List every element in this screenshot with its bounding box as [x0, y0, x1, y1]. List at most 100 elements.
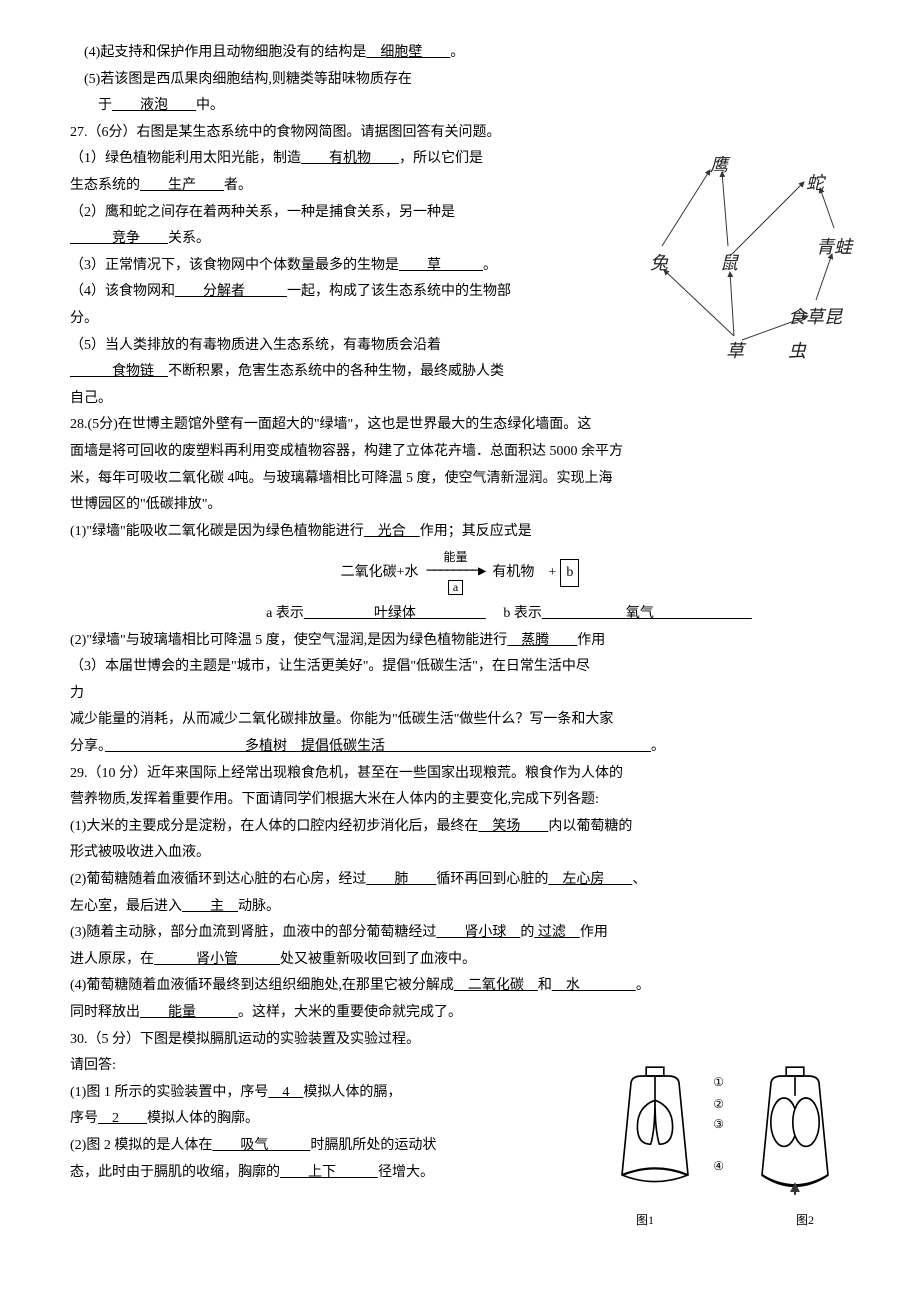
q29-3-a1: 肾小球 [436, 925, 520, 940]
eq-arrow-line: ────────▶ [427, 564, 485, 579]
q29-4-mid: 和 [538, 978, 552, 993]
q26-4-ans: 细胞壁 [366, 45, 450, 60]
q29-2b-ans: 主 [182, 899, 238, 914]
q27-4-ans: 分解者 [175, 284, 287, 299]
q27-2a: （2）鹰和蛇之间存在着两种关系，一种是捕食关系，另一种是 [70, 200, 850, 227]
q28-3d-ans: 多植树 提倡低碳生活 [105, 739, 651, 754]
q27-3-pre: （3）正常情况下，该食物网中个体数量最多的生物是 [70, 258, 399, 273]
q29-4-a1: 二氧化碳 [454, 978, 538, 993]
eq-b: b [560, 559, 579, 588]
q30-2b-post: 径增大。 [378, 1165, 434, 1180]
q29-2-pre: (2)葡萄糖随着血液循环到达心脏的右心房，经过 [70, 872, 366, 887]
q26-4: (4)起支持和保护作用且动物细胞没有的结构是 细胞壁 。 [70, 40, 850, 67]
q28-ab: a 表示 叶绿体 b 表示 氧气 [70, 601, 850, 628]
q27-5c: 自己。 [70, 386, 850, 413]
q29-3b-pre: 进人原尿，在 [70, 952, 154, 967]
q30-2b-pre: 态，此时由于膈肌的收缩，胸廓的 [70, 1165, 280, 1180]
q27-1-ans1: 有机物 [301, 151, 399, 166]
diaphragm-diagram: ① ② ③ ④ [600, 1065, 850, 1232]
q28-3b: 力 [70, 681, 850, 708]
q27-1b-post: 者。 [224, 178, 252, 193]
q27-1b-ans: 生产 [140, 178, 224, 193]
q29-2-a2: 左心房 [548, 872, 632, 887]
q29-3b-ans: 肾小管 [154, 952, 280, 967]
q28-3d-post: 。 [651, 739, 665, 754]
q26-5-l2-pre: 于 [98, 98, 112, 113]
q29-4b: 同时释放出 能量 。这样，大米的重要使命就完成了。 [70, 1000, 850, 1027]
q26-5-l1: (5)若该图是西瓜果肉细胞结构,则糖类等甜味物质存在 [70, 67, 850, 94]
q27-5-post: 不断积累，危害生态系统中的各种生物，最终威胁人类 [168, 364, 504, 379]
q28-3d: 分享。 多植树 提倡低碳生活 。 [70, 734, 850, 761]
q29-4-a2: 水 [552, 978, 636, 993]
q29-1a: (1)大米的主要成分是淀粉，在人体的口腔内经初步消化后，最终在 笑场 内以葡萄糖… [70, 814, 850, 841]
q30-2-a1: 吸气 [212, 1138, 310, 1153]
q28-2-post: 作用 [577, 633, 605, 648]
q28-ab-aa: 叶绿体 [304, 606, 486, 621]
q27-3-ans: 草 [399, 258, 483, 273]
q27-4b: 分。 [70, 306, 850, 333]
q27-stem: 27.（6分）右图是某生态系统中的食物网简图。请据图回答有关问题。 [70, 120, 850, 147]
q27-1-pre: （1）绿色植物能利用太阳光能，制造 [70, 151, 301, 166]
q29-3-m1: 的 [520, 925, 534, 940]
q29-3b-post: 处又被重新吸收回到了血液中。 [280, 952, 476, 967]
q28-s2: 面墙是将可回收的废塑料再利用变成植物容器，构建了立体花卉墙．总面积达 5000 … [70, 439, 850, 466]
q27-3: （3）正常情况下，该食物网中个体数量最多的生物是 草 。 [70, 253, 850, 280]
q28-ab-pa: a 表示 [266, 606, 304, 621]
q29-2b-pre: 左心室，最后进入 [70, 899, 182, 914]
q29-2-a1: 肺 [366, 872, 436, 887]
q28-ab-ab: 氧气 [542, 606, 752, 621]
q28-2: (2)"绿墙"与玻璃墙相比可降温 5 度，使空气湿润,是因为绿色植物能进行 蒸腾… [70, 628, 850, 655]
q26-5-post: 中。 [196, 98, 224, 113]
q27-4-pre: （4）该食物网和 [70, 284, 175, 299]
q29-s2: 营养物质,发挥着重要作用。下面请同学们根据大米在人体内的主要变化,完成下列各题: [70, 787, 850, 814]
q27-2-ans: 竞争 [70, 231, 168, 246]
q29-4-post: 。 [636, 978, 650, 993]
q28-1-ans: 光合 [364, 524, 420, 539]
diaphragm-labels: 图1 图2 [600, 1209, 850, 1232]
q30-1b-ans: 2 [98, 1111, 147, 1126]
q27-5a: （5）当人类排放的有毒物质进入生态系统，有毒物质会沿着 [70, 333, 850, 360]
q27-4-post: 一起，构成了该生态系统中的生物部 [287, 284, 511, 299]
q30-1-a1: 4 [268, 1085, 303, 1100]
q29-4-pre: (4)葡萄糖随着血液循环最终到达组织细胞处,在那里它被分解成 [70, 978, 454, 993]
q28-1-pre: (1)"绿墙"能吸收二氧化碳是因为绿色植物能进行 [70, 524, 364, 539]
q30-2-pre: (2)图 2 模拟的是人体在 [70, 1138, 212, 1153]
q29-s1: 29.（10 分）近年来国际上经常出现粮食危机，甚至在一些国家出现粮荒。粮食作为… [70, 761, 850, 788]
q29-3b: 进人原尿，在 肾小管 处又被重新吸收回到了血液中。 [70, 947, 850, 974]
q27-1b-pre: 生态系统的 [70, 178, 140, 193]
eq-arrow: 能量 ────────▶ a [427, 551, 485, 595]
marker-3: ③ [713, 1113, 724, 1136]
q27-1-mid: ，所以它们是 [399, 151, 483, 166]
q29-1-pre: (1)大米的主要成分是淀粉，在人体的口腔内经初步消化后，最终在 [70, 819, 478, 834]
q29-4b-ans: 能量 [140, 1005, 238, 1020]
q29-2-post: 、 [632, 872, 646, 887]
q27-2b: 竞争 关系。 [70, 226, 850, 253]
q30-1b-pre: 序号 [70, 1111, 98, 1126]
q28-1: (1)"绿墙"能吸收二氧化碳是因为绿色植物能进行 光合 作用；其反应式是 [70, 519, 850, 546]
q28-1-post: 作用；其反应式是 [420, 524, 532, 539]
q30-2-p1: 时膈肌所处的运动状 [310, 1138, 436, 1153]
q29-1b: 形式被吸收进入血液。 [70, 840, 850, 867]
page-content: 鹰 蛇 青蛙 兔 鼠 食草昆虫 草 (4)起支持和保护作用且动物细胞没有的结构是… [70, 40, 850, 1186]
q30-1-pre: (1)图 1 所示的实验装置中，序号 [70, 1085, 268, 1100]
eq-left: 二氧化碳+水 [341, 560, 419, 587]
q30-1-mid: 模拟人体的膈， [303, 1085, 401, 1100]
marker-4: ④ [713, 1155, 724, 1178]
q29-2b: 左心室，最后进入 主 动脉。 [70, 894, 850, 921]
q28-s3: 米，每年可吸收二氧化碳 4吨。与玻璃幕墙相比可降温 5 度，使空气清新湿润。实现… [70, 466, 850, 493]
q29-3a: (3)随着主动脉，部分血流到肾脏，血液中的部分葡萄糖经过 肾小球 的 过滤 作用 [70, 920, 850, 947]
q29-3-pre: (3)随着主动脉，部分血流到肾脏，血液中的部分葡萄糖经过 [70, 925, 436, 940]
q27-2-post: 关系。 [168, 231, 210, 246]
q30-block: 30.（5 分）下图是模拟膈肌运动的实验装置及实验过程。 请回答: (1)图 1… [70, 1027, 850, 1187]
q29-3-p1: 作用 [580, 925, 608, 940]
fig2-label: 图2 [796, 1209, 814, 1232]
q28-3c: 减少能量的消耗，从而减少二氧化碳排放量。你能为"低碳生活"做些什么？写一条和大家 [70, 707, 850, 734]
q26-5-pre: (5)若该图是西瓜果肉细胞结构,则糖类等甜味物质存在 [84, 72, 412, 87]
fig1-label: 图1 [636, 1209, 654, 1232]
marker-1: ① [713, 1071, 724, 1094]
diaphragm-fig1: ① ② ③ ④ [600, 1065, 710, 1208]
diaphragm-fig2 [740, 1065, 850, 1208]
q29-3-a2: 过滤 [534, 925, 580, 940]
q28-3d-pre: 分享。 [70, 739, 105, 754]
q28-2-pre: (2)"绿墙"与玻璃墙相比可降温 5 度，使空气湿润,是因为绿色植物能进行 [70, 633, 507, 648]
